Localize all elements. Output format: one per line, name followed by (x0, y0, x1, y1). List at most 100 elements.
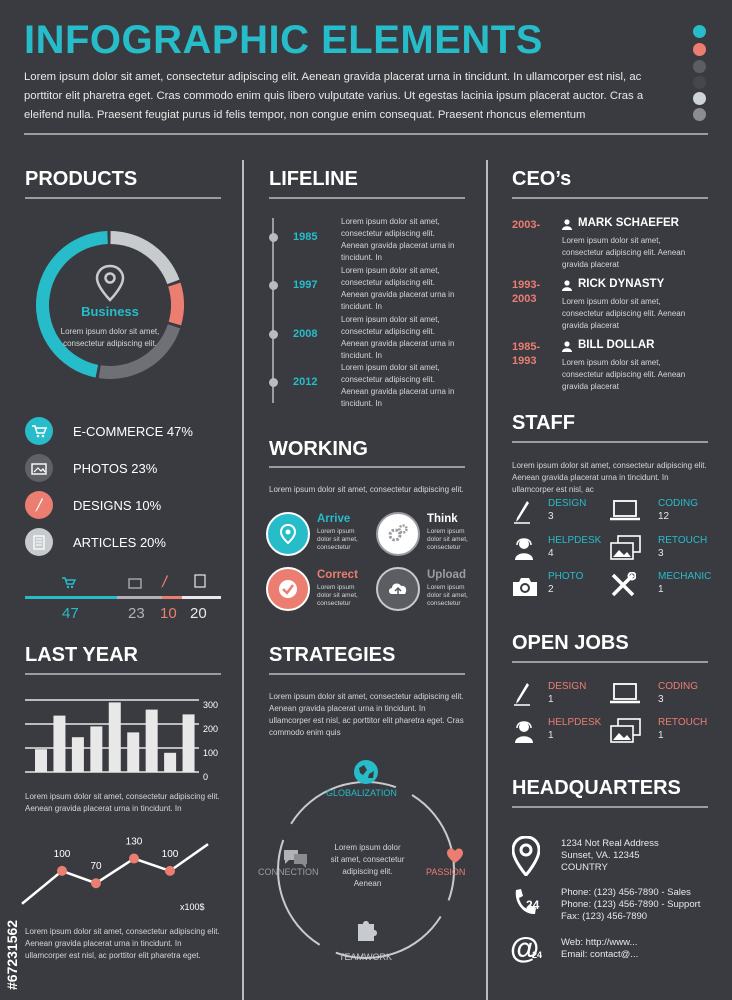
legend-item-articles: ARTICLES 20% (25, 528, 166, 556)
bar (35, 749, 47, 772)
bar (53, 715, 66, 772)
checkmark-icon (266, 567, 310, 611)
location-pin-icon (266, 512, 310, 556)
line-point (57, 865, 67, 876)
bar-chart-axis: 300 200 100 0 (203, 693, 218, 789)
section-underline (269, 466, 465, 468)
last-year-text: Lorem ipsum dolor sit amet, consectetur … (25, 927, 220, 960)
ceo-desc: Lorem ipsum dolor sit amet, consectetur … (562, 358, 686, 391)
job-count: 3 (658, 694, 664, 705)
job-label: DESIGN (548, 681, 587, 692)
timeline-year: 2008 (293, 328, 318, 340)
tools-icon (610, 571, 637, 603)
cart-icon (25, 417, 53, 445)
bar (182, 714, 195, 772)
working-item-desc: Lorem ipsum dolor sit amet, consectetur (427, 528, 468, 551)
line-series (21, 843, 209, 905)
timeline-dot (269, 281, 278, 290)
section-underline (512, 806, 708, 808)
timeline-text: Lorem ipsum dolor sit amet, consectetur … (341, 217, 455, 262)
donut-slice (168, 282, 184, 326)
ceo-years: 2003- (512, 219, 541, 231)
products-share-bar (25, 574, 221, 599)
camera-icon (512, 577, 538, 602)
staff-label: DESIGN (548, 498, 587, 509)
palette-swatch (693, 108, 706, 121)
pencil-icon (25, 491, 53, 519)
staff-label: PHOTO (548, 571, 584, 582)
section-underline (25, 197, 221, 199)
staff-label: RETOUCH (658, 535, 708, 546)
strategy-label-globalization: GLOBALIZATION (326, 788, 397, 798)
chat-bubbles-icon (284, 850, 307, 868)
donut-center-title: Business (81, 304, 139, 319)
job-count: 1 (658, 730, 664, 741)
palette-swatch (693, 43, 706, 56)
last-year-text: Lorem ipsum dolor sit amet, consectetur … (25, 792, 220, 813)
staff-count: 3 (548, 511, 554, 522)
phone-line: Phone: (123) 456-7890 - Support (561, 899, 701, 910)
palette-swatch (693, 25, 706, 38)
legend-item-photos: PHOTOS 23% (25, 454, 157, 482)
ceo-years: 1985- 1993 (512, 341, 541, 367)
share-value: 20 (190, 605, 207, 622)
staff-text: Lorem ipsum dolor sit amet, consectetur … (512, 461, 707, 494)
strategies-cycle-diagram (277, 760, 463, 959)
intro-text: Lorem ipsum dolor sit amet, consectetur … (24, 71, 644, 121)
donut-center-text: Lorem ipsum dolor sit amet, consectetur … (60, 327, 160, 348)
pencil-icon (161, 575, 168, 588)
palette-swatch (693, 60, 706, 73)
strategies-center-text: Lorem ipsum dolor sit amet, consectetur … (330, 843, 405, 888)
axis-tick: 300 (203, 700, 219, 710)
working-item-title: Arrive (317, 513, 351, 525)
share-bar-segment (182, 596, 221, 599)
photo-icon (25, 454, 53, 482)
section-underline (25, 673, 221, 675)
bar (164, 752, 177, 772)
legend-item-designs: DESIGNS 10% (25, 491, 161, 519)
hq-web: Web: http://www... Email: contact@... (561, 937, 638, 961)
point-label: 100 (162, 849, 179, 860)
photos-icon (610, 535, 642, 566)
strategy-label-connection: CONNECTION (258, 867, 319, 877)
ceo-years: 1993- 2003 (512, 279, 541, 305)
staff-label: HELPDESK (548, 535, 602, 546)
line-point (165, 865, 175, 876)
person-icon (562, 278, 572, 291)
job-label: CODING (658, 681, 698, 692)
document-icon (194, 574, 206, 588)
pencil-icon (512, 682, 532, 711)
staff-count: 12 (658, 511, 670, 522)
working-item-title: Think (427, 513, 458, 525)
section-underline (512, 441, 708, 443)
strategies-heading: STRATEGIES (269, 644, 396, 666)
bar (108, 702, 121, 772)
staff-count: 1 (658, 584, 664, 595)
bar (127, 732, 140, 772)
laptop-icon (610, 500, 640, 527)
legend-label: ARTICLES 20% (73, 534, 166, 550)
job-label: RETOUCH (658, 717, 708, 728)
timeline-dot (269, 330, 278, 339)
document-icon (25, 528, 53, 556)
timeline-line (272, 218, 274, 403)
puzzle-icon (358, 921, 377, 941)
bar (90, 726, 103, 772)
timeline-year: 2012 (293, 376, 318, 388)
phone-line: Phone: (123) 456-7890 - Sales (561, 887, 691, 898)
ceos-heading: CEO’s (512, 168, 572, 190)
phone-24-icon (512, 888, 542, 925)
staff-count: 3 (658, 548, 664, 559)
point-label: 70 (90, 861, 102, 872)
share-value: 23 (128, 605, 145, 622)
axis-tick: 100 (203, 748, 219, 758)
web-line: Email: contact@... (561, 949, 639, 960)
web-line: Web: http://www... (561, 937, 638, 948)
palette-swatch (693, 92, 706, 105)
side-stock-id: #67231562 (4, 919, 20, 990)
share-bar-segment (117, 596, 162, 599)
column-divider (486, 160, 488, 1000)
cloud-upload-icon (376, 567, 420, 611)
open-jobs-heading: OPEN JOBS (512, 632, 629, 654)
working-item-title: Correct (317, 569, 358, 581)
